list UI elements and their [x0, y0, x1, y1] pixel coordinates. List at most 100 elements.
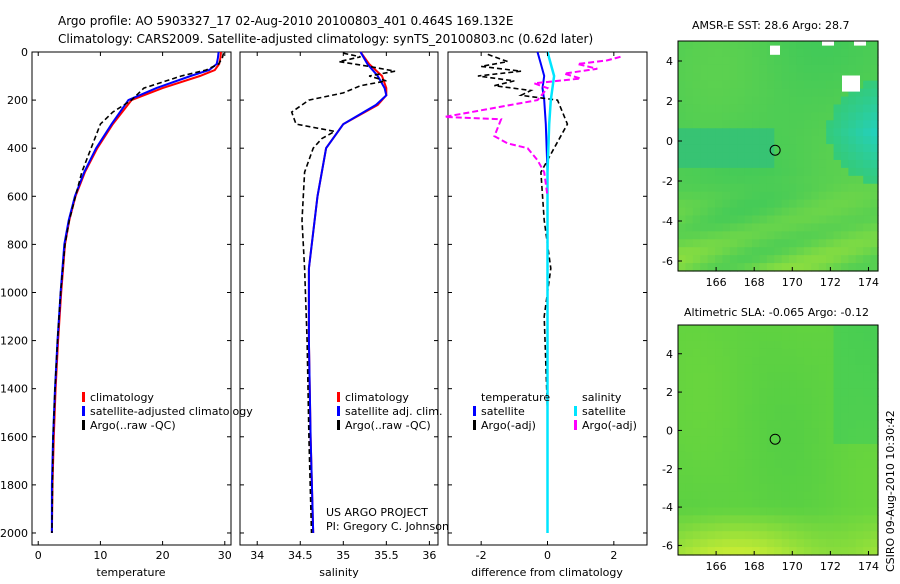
map-cell: [737, 325, 746, 334]
map-cell: [707, 340, 716, 350]
map-cell: [722, 199, 731, 209]
map-cell: [685, 388, 694, 397]
map-cell: [692, 380, 701, 390]
map-cell: [840, 459, 849, 469]
map-cell: [737, 199, 746, 209]
map-cell: [759, 388, 768, 397]
map-cell: [870, 364, 879, 374]
map-cell: [789, 247, 798, 256]
map-cell: [722, 223, 731, 232]
x-tick-label: 10: [93, 549, 107, 562]
map-cell: [729, 475, 738, 485]
map-cell: [759, 380, 768, 390]
map-cell: [737, 263, 746, 272]
map-cell: [766, 152, 775, 161]
map-cell: [840, 56, 849, 66]
map-cell: [700, 80, 709, 90]
map-cell: [722, 531, 731, 540]
map-cell: [840, 112, 849, 121]
map-cell: [737, 547, 746, 556]
map-cell: [870, 183, 879, 193]
map-cell: [789, 475, 798, 485]
map-cell: [722, 88, 731, 98]
map-cell: [722, 120, 731, 129]
map-cell: [715, 372, 724, 382]
map-cell: [707, 72, 716, 82]
map-cell: [818, 112, 827, 121]
map-cell: [796, 152, 805, 161]
map-cell: [744, 388, 753, 397]
map-cell: [766, 364, 775, 374]
pi-label: PI: Gregory C. Johnson: [326, 520, 449, 533]
map-cell: [744, 112, 753, 121]
map-cell: [803, 428, 812, 437]
series-line: [546, 51, 556, 533]
map-cell: [692, 191, 701, 201]
map-cell: [752, 539, 761, 548]
map-cell: [811, 128, 820, 137]
map-cell: [848, 348, 857, 358]
map-cell: [700, 96, 709, 106]
map-cell: [737, 436, 746, 445]
map-cell: [781, 412, 790, 421]
map-cell: [729, 263, 738, 272]
map-cell: [752, 467, 761, 477]
map-cell: [766, 547, 775, 556]
map-cell: [729, 325, 738, 334]
map-cell: [840, 120, 849, 129]
map-cell: [826, 199, 835, 209]
map-cell: [781, 459, 790, 469]
map-cell: [766, 531, 775, 540]
map-cell: [818, 64, 827, 74]
map-cell: [870, 459, 879, 469]
map-cell: [863, 404, 872, 413]
map-cell: [833, 412, 842, 421]
map-cell: [678, 428, 687, 437]
map-cell: [833, 255, 842, 264]
map-cell: [796, 239, 805, 248]
map-cell: [840, 531, 849, 540]
map-cell: [848, 507, 857, 516]
map-cell: [707, 467, 716, 477]
map-cell: [766, 515, 775, 524]
map-cell: [833, 531, 842, 540]
map-cell: [818, 332, 827, 342]
map-cell: [722, 183, 731, 193]
map-cell: [848, 231, 857, 240]
map-cell: [870, 207, 879, 217]
map-cell: [789, 428, 798, 437]
map-cell: [729, 96, 738, 106]
map-cell: [796, 443, 805, 453]
map-cell: [840, 451, 849, 461]
map-cell: [811, 467, 820, 477]
map-cell: [848, 255, 857, 264]
map-cell: [855, 167, 864, 177]
map-cell: [707, 348, 716, 358]
map-cell: [752, 48, 761, 58]
map-cell: [766, 104, 775, 113]
map-cell: [729, 491, 738, 501]
map-cell: [796, 340, 805, 350]
map-cell: [826, 404, 835, 413]
map-cell: [855, 404, 864, 413]
map-cell: [729, 199, 738, 209]
map-cell: [863, 263, 872, 272]
map-cell: [833, 459, 842, 469]
map-cell: [678, 207, 687, 217]
map-cell: [737, 380, 746, 390]
map-cell: [744, 96, 753, 106]
map-cell: [766, 325, 775, 334]
map-cell: [715, 459, 724, 469]
map-cell: [715, 380, 724, 390]
map-cell: [789, 491, 798, 501]
map-cell: [848, 159, 857, 169]
map-cell: [685, 80, 694, 90]
map-cell: [700, 356, 709, 366]
map-cell: [715, 364, 724, 374]
map-cell: [833, 356, 842, 366]
map-cell: [715, 396, 724, 405]
map-cell: [818, 159, 827, 169]
map-cell: [870, 144, 879, 153]
map-cell: [796, 56, 805, 66]
map-cell: [685, 491, 694, 501]
